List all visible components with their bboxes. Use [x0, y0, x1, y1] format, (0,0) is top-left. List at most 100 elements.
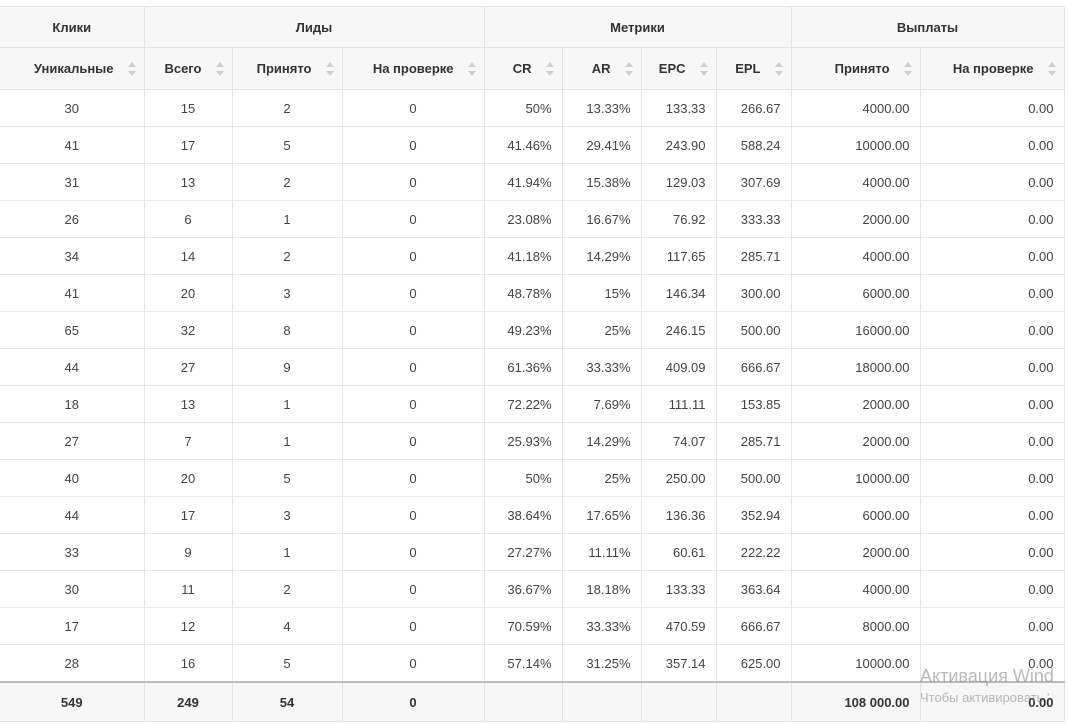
table-cell: 5	[231, 126, 343, 164]
table-cell: 500.00	[715, 311, 792, 349]
table-cell: 0.00	[919, 422, 1065, 460]
column-header-label: Принято	[256, 61, 312, 76]
column-header[interactable]: Всего	[143, 47, 233, 90]
table-cell: 2	[231, 237, 343, 275]
table-cell: 5	[231, 459, 343, 497]
table-cell: 49.23%	[483, 311, 563, 349]
table-cell: 14	[143, 237, 233, 275]
table-cell: 1	[231, 200, 343, 238]
total-cell: 108 000.00	[790, 681, 921, 722]
table-cell: 243.90	[640, 126, 717, 164]
table-cell: 11.11%	[561, 533, 642, 571]
sort-arrows-icon[interactable]	[545, 61, 554, 76]
table-cell: 0.00	[919, 274, 1065, 312]
sort-arrows-icon[interactable]	[774, 61, 783, 76]
total-cell	[483, 681, 563, 722]
table-cell: 3	[231, 274, 343, 312]
table-cell: 8	[231, 311, 343, 349]
sort-arrows-icon[interactable]	[215, 61, 224, 76]
table-cell: 41	[0, 274, 145, 312]
table-row: 44 17 3 0 38.64% 17.65% 136.36 352.94 6000.00 0.0…	[0, 496, 1065, 534]
column-header[interactable]: На проверке	[341, 47, 485, 90]
table-cell: 17	[143, 126, 233, 164]
table-cell: 23.08%	[483, 200, 563, 238]
table-cell: 0.00	[919, 200, 1065, 238]
table-cell: 9	[231, 348, 343, 386]
table-cell: 146.34	[640, 274, 717, 312]
table-cell: 0.00	[919, 311, 1065, 349]
table-cell: 27	[143, 348, 233, 386]
table-cell: 0	[341, 570, 485, 608]
table-row: 17 12 4 0 70.59% 33.33% 470.59 666.67 8000.00 0.0…	[0, 607, 1065, 645]
header-group: Выплаты	[790, 6, 1065, 48]
table-cell: 409.09	[640, 348, 717, 386]
table-cell: 0	[341, 163, 485, 201]
sort-arrows-icon[interactable]	[624, 61, 633, 76]
table-cell: 625.00	[715, 644, 792, 683]
table-cell: 285.71	[715, 237, 792, 275]
table-cell: 44	[0, 348, 145, 386]
table-cell: 9	[143, 533, 233, 571]
table-cell: 4000.00	[790, 237, 921, 275]
table-cell: 8000.00	[790, 607, 921, 645]
table-row: 31 13 2 0 41.94% 15.38% 129.03 307.69 4000.00 0.0…	[0, 163, 1065, 201]
table-cell: 1	[231, 385, 343, 423]
column-header[interactable]: Уникальные	[0, 47, 145, 90]
total-cell	[715, 681, 792, 722]
table-row: 18 13 1 0 72.22% 7.69% 111.11 153.85 2000.00 0.00	[0, 385, 1065, 423]
table-cell: 13	[143, 385, 233, 423]
table-cell: 0	[341, 607, 485, 645]
table-cell: 666.67	[715, 607, 792, 645]
column-header-label: Уникальные	[33, 61, 114, 76]
table-cell: 4	[231, 607, 343, 645]
column-header[interactable]: AR	[561, 47, 642, 90]
table-cell: 0.00	[919, 496, 1065, 534]
table-cell: 15.38%	[561, 163, 642, 201]
table-cell: 41.18%	[483, 237, 563, 275]
sort-arrows-icon[interactable]	[127, 61, 136, 76]
sort-arrows-icon[interactable]	[1047, 61, 1056, 76]
table-cell: 31.25%	[561, 644, 642, 683]
table-cell: 500.00	[715, 459, 792, 497]
column-header-label: EPL	[735, 61, 761, 76]
column-header[interactable]: На проверке	[919, 47, 1065, 90]
sort-arrows-icon[interactable]	[325, 61, 334, 76]
column-header[interactable]: CR	[483, 47, 563, 90]
table-cell: 0	[341, 89, 485, 127]
table-cell: 0	[341, 348, 485, 386]
table-cell: 26	[0, 200, 145, 238]
table-cell: 153.85	[715, 385, 792, 423]
table-cell: 0.00	[919, 533, 1065, 571]
table-cell: 70.59%	[483, 607, 563, 645]
table-cell: 74.07	[640, 422, 717, 460]
table-cell: 20	[143, 459, 233, 497]
table-cell: 0	[341, 237, 485, 275]
table-cell: 15%	[561, 274, 642, 312]
table-cell: 41.46%	[483, 126, 563, 164]
sort-arrows-icon[interactable]	[699, 61, 708, 76]
total-cell	[640, 681, 717, 722]
table-cell: 7.69%	[561, 385, 642, 423]
table-cell: 0	[341, 385, 485, 423]
column-header[interactable]: EPL	[715, 47, 792, 90]
header-group: Клики	[0, 6, 145, 48]
sort-arrows-icon[interactable]	[903, 61, 912, 76]
table-cell: 0.00	[919, 126, 1065, 164]
column-header-label: Всего	[164, 61, 202, 76]
table-cell: 18000.00	[790, 348, 921, 386]
column-header[interactable]: Принято	[790, 47, 921, 90]
table-cell: 30	[0, 89, 145, 127]
table-cell: 25%	[561, 311, 642, 349]
table-cell: 0.00	[919, 89, 1065, 127]
table-cell: 2	[231, 89, 343, 127]
table-cell: 0.00	[919, 163, 1065, 201]
table-cell: 0.00	[919, 385, 1065, 423]
column-header[interactable]: Принято	[231, 47, 343, 90]
header-group-row: Клики Лиды Метрики Выплаты	[0, 6, 1065, 48]
column-header-label: CR	[512, 61, 532, 76]
table-cell: 12	[143, 607, 233, 645]
table-cell: 16	[143, 644, 233, 683]
column-header[interactable]: EPC	[640, 47, 717, 90]
sort-arrows-icon[interactable]	[467, 61, 476, 76]
table-cell: 0	[341, 274, 485, 312]
